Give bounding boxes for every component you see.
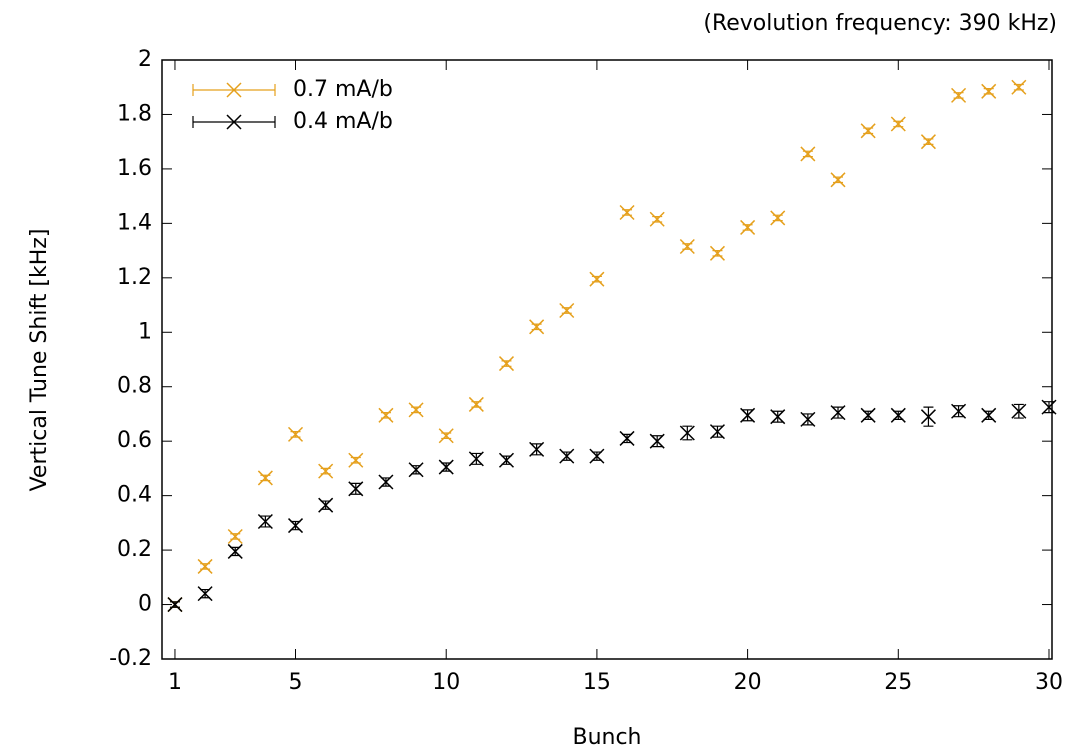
x-tick-label: 20 — [734, 670, 762, 695]
marker — [649, 433, 665, 449]
marker — [287, 426, 304, 442]
marker — [227, 543, 243, 559]
x-tick-label: 1 — [168, 670, 182, 695]
marker — [679, 238, 695, 255]
marker — [830, 405, 846, 421]
y-tick-label: 1.4 — [117, 210, 152, 235]
marker — [981, 407, 997, 423]
legend-marker — [226, 82, 242, 98]
y-tick-label: 1 — [138, 319, 152, 344]
marker — [890, 116, 906, 132]
marker — [860, 407, 876, 423]
y-tick-label: 1.8 — [117, 101, 152, 126]
marker — [257, 470, 273, 486]
marker — [619, 204, 635, 221]
marker — [951, 87, 967, 103]
marker — [468, 451, 484, 467]
marker — [920, 409, 936, 425]
marker — [408, 462, 424, 478]
marker — [287, 518, 304, 534]
marker — [589, 448, 605, 464]
annotation: (Revolution frequency: 390 kHz) — [703, 11, 1057, 36]
y-axis-label: Vertical Tune Shift [kHz] — [27, 229, 52, 492]
x-tick-label: 10 — [432, 670, 460, 695]
marker — [318, 463, 334, 479]
y-tick-label: 0 — [138, 592, 152, 617]
marker — [559, 302, 575, 319]
plot-frame — [161, 59, 1053, 660]
marker — [318, 497, 334, 513]
marker — [197, 558, 213, 574]
marker — [649, 211, 665, 227]
marker — [348, 481, 364, 497]
marker — [981, 83, 997, 99]
legend-label: 0.4 mA/b — [293, 109, 393, 134]
x-tick-label: 30 — [1035, 670, 1063, 695]
marker — [860, 123, 876, 139]
marker — [619, 430, 635, 446]
marker — [709, 424, 725, 440]
marker — [679, 425, 695, 441]
marker — [408, 402, 424, 418]
marker — [348, 452, 364, 468]
marker — [378, 407, 394, 423]
marker — [709, 245, 725, 261]
y-tick-label: 0.8 — [117, 374, 152, 399]
marker — [498, 452, 515, 468]
legend-label: 0.7 mA/b — [293, 77, 393, 102]
legend-marker — [226, 114, 242, 130]
marker — [740, 407, 756, 423]
marker — [468, 396, 484, 412]
marker — [197, 586, 213, 602]
y-tick-label: 0.4 — [117, 483, 152, 508]
marker — [770, 210, 786, 226]
y-tick-label: 1.6 — [117, 156, 152, 181]
marker — [438, 428, 454, 444]
marker — [951, 403, 967, 419]
y-tick-label: 0.2 — [117, 537, 152, 562]
marker — [227, 528, 243, 545]
y-tick-label: -0.2 — [109, 646, 152, 671]
marker — [1041, 399, 1057, 415]
marker — [890, 407, 906, 423]
marker — [920, 134, 936, 150]
marker — [167, 597, 183, 613]
marker — [438, 459, 454, 475]
marker — [830, 172, 846, 188]
y-tick-label: 2 — [138, 47, 152, 72]
marker — [770, 409, 786, 425]
marker — [800, 146, 816, 162]
marker — [498, 356, 515, 372]
marker — [257, 513, 273, 530]
marker — [589, 271, 605, 287]
marker — [529, 319, 545, 335]
y-tick-label: 0.6 — [117, 428, 152, 453]
x-axis-label: Bunch — [572, 725, 641, 750]
marker — [740, 219, 756, 235]
x-tick-label: 15 — [583, 670, 611, 695]
marker — [378, 474, 394, 490]
x-tick-label: 25 — [884, 670, 912, 695]
marker — [1011, 403, 1027, 419]
marker — [529, 441, 545, 457]
marker — [1011, 79, 1027, 95]
x-tick-label: 5 — [289, 670, 303, 695]
marker — [559, 448, 575, 464]
marker — [800, 411, 816, 427]
y-tick-label: 1.2 — [117, 265, 152, 290]
